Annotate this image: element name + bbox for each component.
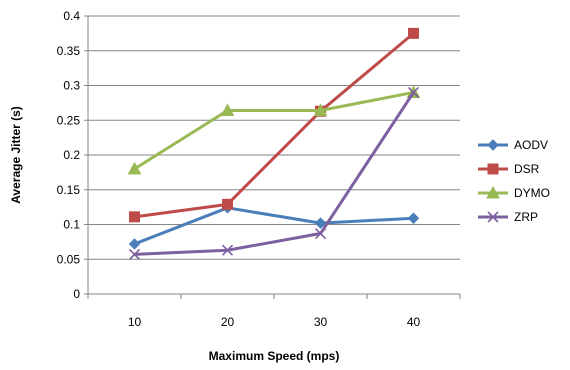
y-axis-title: Average Jitter (s): [9, 106, 23, 204]
series-line-dymo: [133, 90, 415, 171]
x-tick-label: 10: [128, 315, 142, 329]
y-tick-label: 0.25: [57, 113, 81, 127]
data-point-aodv: [314, 217, 327, 229]
data-point-zrp: [221, 244, 234, 256]
y-tick-label: 0: [73, 287, 80, 301]
data-point-dymo: [127, 161, 142, 175]
data-point-dymo: [220, 103, 235, 117]
legend-marker: [487, 163, 499, 175]
data-point-zrp: [407, 86, 420, 99]
data-point-dsr: [408, 27, 419, 39]
legend-marker: [487, 139, 499, 151]
data-point-aodv: [407, 212, 420, 224]
legend-item-dsr: DSR: [478, 162, 540, 176]
x-axis-title: Maximum Speed (mps): [209, 349, 340, 363]
legend-label: ZRP: [514, 210, 538, 224]
data-point-dsr: [129, 211, 140, 223]
legend-marker: [487, 211, 499, 223]
y-tick-label: 0.15: [57, 183, 81, 197]
series-zrp: [128, 86, 420, 260]
y-tick-label: 0.4: [63, 9, 80, 23]
y-tick-label: 0.35: [57, 44, 81, 58]
legend-label: DSR: [514, 162, 540, 176]
x-tick-label: 40: [407, 315, 421, 329]
plot-area: [127, 27, 421, 260]
y-tick-label: 0.1: [63, 218, 80, 232]
data-point-dsr: [222, 198, 233, 210]
data-point-aodv: [128, 238, 141, 250]
legend-label: DYMO: [514, 186, 550, 200]
axes: 0 0.05 0.1 0.15 0.2 0.25 0.3 0.35 0.4 10 20 30 40: [57, 9, 461, 329]
series-dsr: [129, 27, 419, 223]
data-point-zrp: [128, 248, 141, 260]
data-point-zrp: [314, 227, 327, 240]
legend-item-dymo: DYMO: [478, 185, 550, 200]
y-tick-label: 0.2: [63, 148, 80, 162]
series-line-dsr: [133, 31, 415, 219]
legend-label: AODV: [514, 138, 548, 152]
series-dymo: [127, 85, 421, 175]
y-tick-label: 0.3: [63, 79, 80, 93]
legend-marker: [486, 185, 500, 199]
series-line-aodv: [133, 206, 415, 246]
legend-item-zrp: ZRP: [478, 210, 538, 224]
y-tick-label: 0.05: [57, 252, 81, 266]
legend-item-aodv: AODV: [478, 138, 548, 152]
x-tick-label: 20: [221, 315, 235, 329]
data-point-dymo: [313, 103, 328, 117]
series-line-zrp: [133, 90, 415, 256]
x-tick-label: 30: [314, 315, 328, 329]
legend: AODV DSR DYMO ZRP: [478, 138, 550, 224]
gridlines: [88, 15, 460, 260]
